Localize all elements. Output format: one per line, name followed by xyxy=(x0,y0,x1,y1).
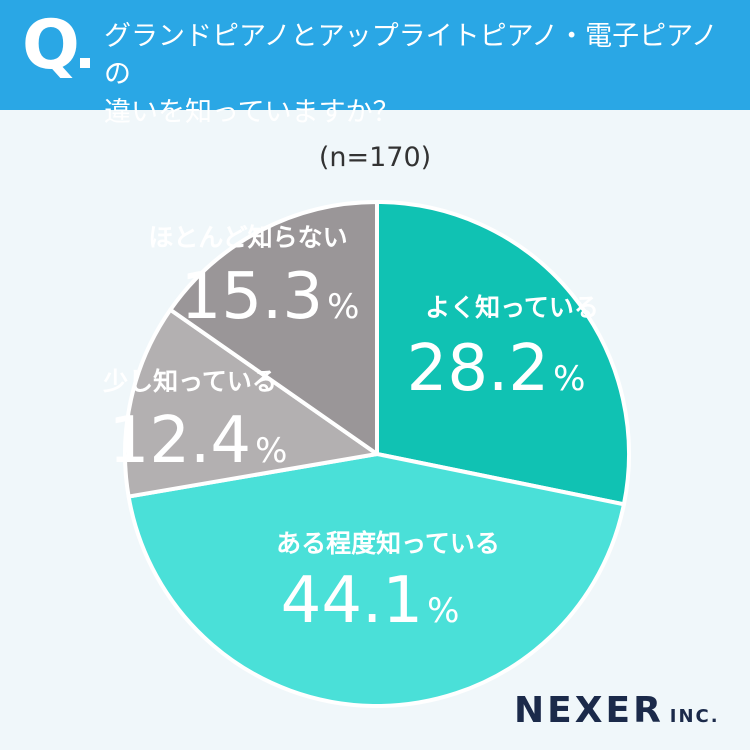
slice-value-well-known: 28.2% xyxy=(407,332,586,406)
slice-value-barely-known: 15.3% xyxy=(181,260,360,334)
pie-slice-well-known xyxy=(375,200,631,507)
brand-name: NEXER xyxy=(514,690,664,731)
sample-size: (n=170) xyxy=(318,142,432,173)
question-line-1: グランドピアノとアップライトピアノ・電子ピアノの xyxy=(104,21,718,90)
slice-value-somewhat-known: 44.1% xyxy=(281,564,460,638)
question-line-2: 違いを知っていますか？ xyxy=(104,97,400,128)
slice-label-little-known: 少し知っている xyxy=(102,367,277,396)
slice-label-barely-known: ほとんど知らない xyxy=(148,223,347,252)
q-mark: Q xyxy=(22,6,80,85)
pie-slice-somewhat-known xyxy=(126,452,626,708)
slice-value-little-known: 12.4% xyxy=(109,404,288,478)
slice-label-well-known: よく知っている xyxy=(425,293,599,322)
pie-slice-barely-known xyxy=(168,200,379,456)
brand-suffix: INC. xyxy=(669,706,720,727)
question-header: Q グランドピアノとアップライトピアノ・電子ピアノの 違いを知っていますか？ xyxy=(0,0,750,128)
q-dot-icon xyxy=(80,58,90,68)
pie-slice-little-known xyxy=(123,307,379,499)
question-text: グランドピアノとアップライトピアノ・電子ピアノの 違いを知っていますか？ xyxy=(104,18,734,132)
nexer-logo: NEXER INC. xyxy=(514,690,720,731)
slice-label-somewhat-known: ある程度知っている xyxy=(276,529,500,558)
